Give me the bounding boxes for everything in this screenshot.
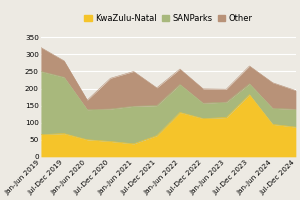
Legend: KwaZulu-Natal, SANParks, Other: KwaZulu-Natal, SANParks, Other (81, 11, 256, 27)
